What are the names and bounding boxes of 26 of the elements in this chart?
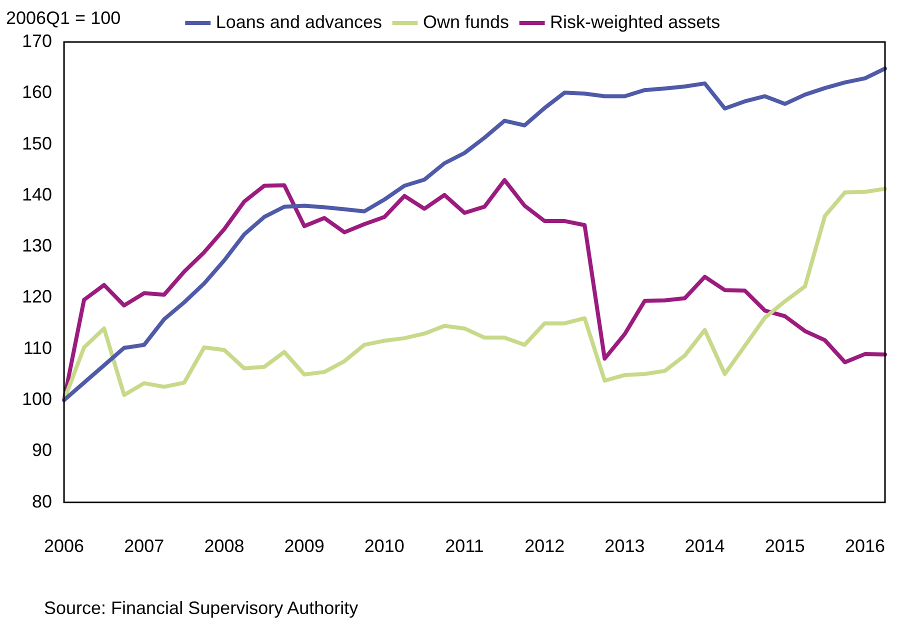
x-tick-label: 2009 [284,536,324,556]
y-tick-label: 110 [23,338,52,358]
source-note: Source: Financial Supervisory Authority [44,598,358,619]
y-tick-label: 90 [32,440,52,460]
y-tick-label: 170 [22,30,52,51]
x-tick-label: 2016 [844,536,885,556]
x-tick-label: 2007 [124,536,164,556]
y-tick-label: 100 [22,389,52,410]
x-tick-label: 2013 [604,536,645,556]
y-tick-label: 140 [22,184,52,204]
y-tick-label: 160 [22,82,52,102]
x-tick-label: 2014 [684,536,725,556]
x-tick-label: 2011 [445,536,484,556]
x-tick-label: 2012 [524,536,565,556]
legend-label: Own funds [423,12,510,32]
x-tick-label: 2010 [364,536,404,556]
y-tick-label: 130 [22,236,52,256]
y-tick-label: 150 [22,133,52,154]
x-tick-label: 2015 [764,536,805,556]
legend-label: Loans and advances [216,12,382,32]
x-tick-label: 2008 [204,536,244,556]
y-axis-title: 2006Q1 = 100 [6,8,121,29]
y-tick-label: 120 [22,286,52,307]
y-tick-label: 80 [32,491,52,512]
x-tick-label: 2006 [44,536,84,556]
legend-label: Risk-weighted assets [550,12,720,32]
